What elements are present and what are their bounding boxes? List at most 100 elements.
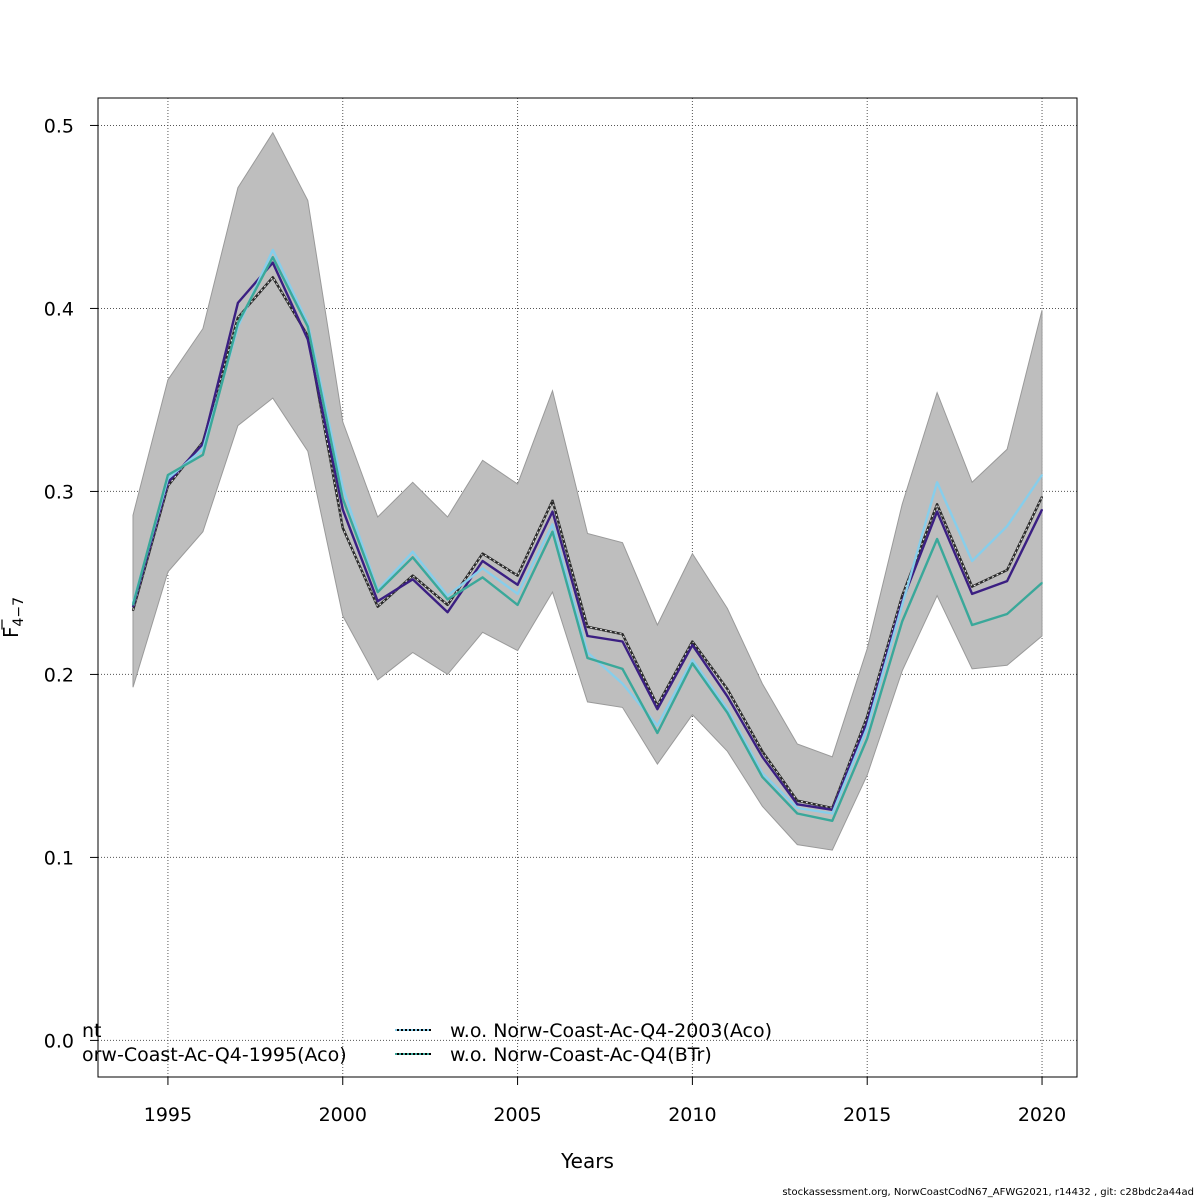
legend-label-2: w.o. Norw-Coast-Ac-Q4-2003(Aco)	[450, 1020, 772, 1042]
series-point-1	[306, 338, 309, 341]
axes: 1995 2000 2005 2010 2015 2020 0.0 0.1 0.2 0.3 0.4 0…	[44, 115, 1066, 1126]
series-point-0	[411, 574, 414, 577]
series-point-0	[971, 585, 973, 588]
series-point-1	[936, 510, 938, 513]
series-point-3	[761, 776, 764, 778]
series-point-2	[481, 567, 484, 570]
series-point-1	[656, 708, 659, 710]
series-point-3	[796, 812, 799, 815]
series-point-2	[726, 708, 729, 710]
x-tick-label: 2010	[668, 1104, 716, 1126]
series-point-3	[621, 668, 624, 670]
series-point-0	[621, 633, 624, 635]
series-point-0	[551, 499, 554, 502]
plot-frame	[97, 97, 1078, 1078]
series-line-0-dash	[132, 276, 1043, 809]
series-point-0	[272, 276, 274, 279]
series-point-0	[341, 527, 344, 529]
series-point-3	[1006, 613, 1008, 615]
x-axis-label: Years	[560, 1149, 614, 1173]
footer-source-text: stockassessment.org, NorwCoastCodN67_AFW…	[782, 1187, 1194, 1198]
series-point-3	[202, 454, 204, 456]
series-point-3	[237, 322, 239, 324]
series-point-2	[551, 523, 554, 526]
series-point-0	[796, 799, 799, 802]
series-point-3	[901, 620, 903, 623]
series-lines	[131, 248, 1044, 822]
series-point-3	[376, 591, 379, 593]
series-point-3	[341, 497, 344, 500]
series-point-1	[1041, 508, 1043, 511]
series-point-3	[691, 662, 694, 665]
series-point-3	[831, 820, 834, 822]
legend-label-0: nt	[82, 1020, 102, 1042]
series-point-0	[481, 552, 484, 555]
series-point-3	[516, 604, 519, 606]
series-point-2	[1006, 525, 1008, 527]
series-point-3	[936, 538, 938, 540]
series-point-2	[411, 551, 414, 553]
series-point-2	[1041, 474, 1043, 476]
series-point-2	[971, 560, 973, 562]
legend-label-1: orw-Coast-Ac-Q4-1995(Aco)	[82, 1044, 347, 1066]
series-point-2	[901, 604, 903, 606]
series-point-2	[831, 812, 834, 815]
series-point-1	[971, 593, 973, 595]
series-point-2	[796, 807, 799, 809]
x-tick-label: 2000	[319, 1104, 367, 1126]
series-point-2	[341, 486, 344, 489]
series-point-0	[936, 503, 938, 506]
x-tick-label: 1995	[144, 1104, 192, 1126]
series-point-3	[481, 576, 484, 579]
series-point-1	[516, 583, 519, 586]
y-tick-label: 0.1	[44, 847, 74, 869]
series-point-1	[446, 611, 449, 614]
series-point-1	[1006, 580, 1008, 582]
series-point-1	[761, 755, 764, 758]
y-tick-label: 0.3	[44, 481, 74, 503]
y-tick-label: 0.5	[44, 115, 74, 137]
series-point-2	[656, 724, 659, 727]
series-point-1	[726, 695, 729, 698]
series-point-2	[446, 594, 449, 597]
series-point-0	[1006, 569, 1008, 571]
series-point-3	[1041, 582, 1043, 584]
series-point-0	[516, 574, 519, 577]
x-tick-label: 2015	[843, 1104, 891, 1126]
series-point-1	[237, 302, 239, 304]
series-point-1	[481, 560, 484, 562]
series-point-1	[691, 644, 694, 646]
series-point-3	[586, 657, 589, 659]
series-point-3	[272, 256, 274, 259]
confidence-band-area	[132, 131, 1043, 851]
series-point-3	[411, 556, 414, 559]
series-point-0	[761, 750, 764, 753]
series-point-3	[656, 732, 659, 734]
confidence-band	[132, 131, 1043, 851]
series-point-2	[272, 249, 274, 251]
series-point-3	[306, 325, 309, 328]
series-point-0	[376, 605, 379, 608]
y-axis-label-main: F	[0, 627, 23, 639]
series-point-0	[901, 594, 903, 597]
series-point-3	[446, 598, 449, 601]
y-tick-label: 0.0	[44, 1030, 74, 1052]
legend-label-3: w.o. Norw-Coast-Ac-Q4(BTr)	[450, 1044, 712, 1066]
series-point-2	[761, 772, 764, 775]
x-tick-label: 2005	[493, 1104, 541, 1126]
series-point-2	[866, 726, 869, 729]
series-point-3	[167, 474, 169, 476]
series-point-1	[132, 605, 134, 608]
y-axis-label-sub: 4−7	[11, 597, 27, 627]
series-point-1	[551, 510, 554, 513]
series-point-0	[132, 609, 134, 612]
series-point-3	[971, 624, 973, 626]
series-point-1	[621, 640, 624, 643]
y-tick-label: 0.4	[44, 298, 74, 320]
series-point-1	[272, 261, 274, 264]
series-point-0	[726, 688, 729, 690]
y-tick-label: 0.2	[44, 664, 74, 686]
series-point-2	[936, 481, 938, 484]
